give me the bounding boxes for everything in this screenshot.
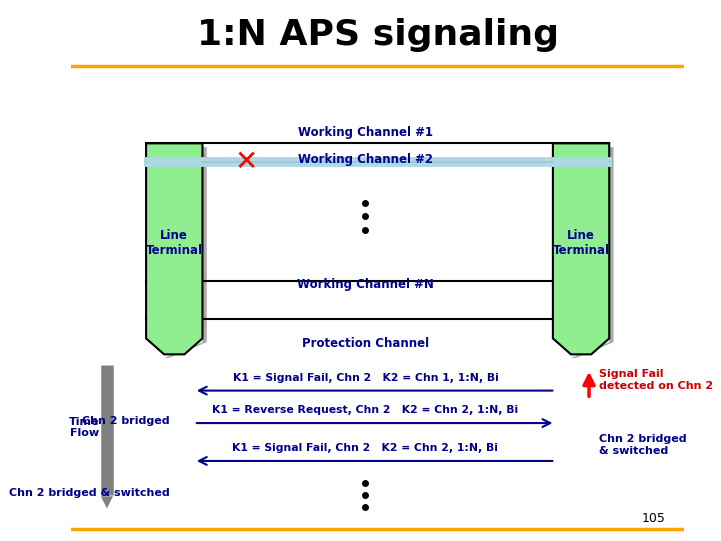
Text: 105: 105 bbox=[642, 512, 665, 525]
Text: Protection Channel: Protection Channel bbox=[302, 337, 429, 350]
Text: Chn 2 bridged
& switched: Chn 2 bridged & switched bbox=[599, 434, 687, 456]
Text: Chn 2 bridged & switched: Chn 2 bridged & switched bbox=[9, 489, 169, 498]
Polygon shape bbox=[164, 147, 207, 358]
Text: Working Channel #N: Working Channel #N bbox=[297, 278, 434, 291]
Text: Line
Terminal: Line Terminal bbox=[552, 229, 609, 258]
Text: Working Channel #1: Working Channel #1 bbox=[298, 126, 433, 139]
Text: K1 = Signal Fail, Chn 2   K2 = Chn 1, 1:N, Bi: K1 = Signal Fail, Chn 2 K2 = Chn 1, 1:N,… bbox=[233, 373, 498, 383]
Text: Working Channel #2: Working Channel #2 bbox=[298, 153, 433, 166]
Text: Time
Flow: Time Flow bbox=[69, 417, 99, 438]
Polygon shape bbox=[571, 147, 614, 358]
Polygon shape bbox=[553, 143, 609, 354]
Text: Signal Fail
detected on Chn 2: Signal Fail detected on Chn 2 bbox=[599, 369, 714, 391]
Text: 1:N APS signaling: 1:N APS signaling bbox=[197, 18, 559, 52]
Text: K1 = Signal Fail, Chn 2   K2 = Chn 2, 1:N, Bi: K1 = Signal Fail, Chn 2 K2 = Chn 2, 1:N,… bbox=[232, 444, 498, 453]
Text: Line
Terminal: Line Terminal bbox=[146, 229, 203, 258]
Text: K1 = Reverse Request, Chn 2   K2 = Chn 2, 1:N, Bi: K1 = Reverse Request, Chn 2 K2 = Chn 2, … bbox=[213, 406, 518, 415]
Text: Chn 2 bridged: Chn 2 bridged bbox=[81, 416, 169, 426]
Text: ✕: ✕ bbox=[234, 148, 257, 176]
Polygon shape bbox=[146, 143, 203, 354]
